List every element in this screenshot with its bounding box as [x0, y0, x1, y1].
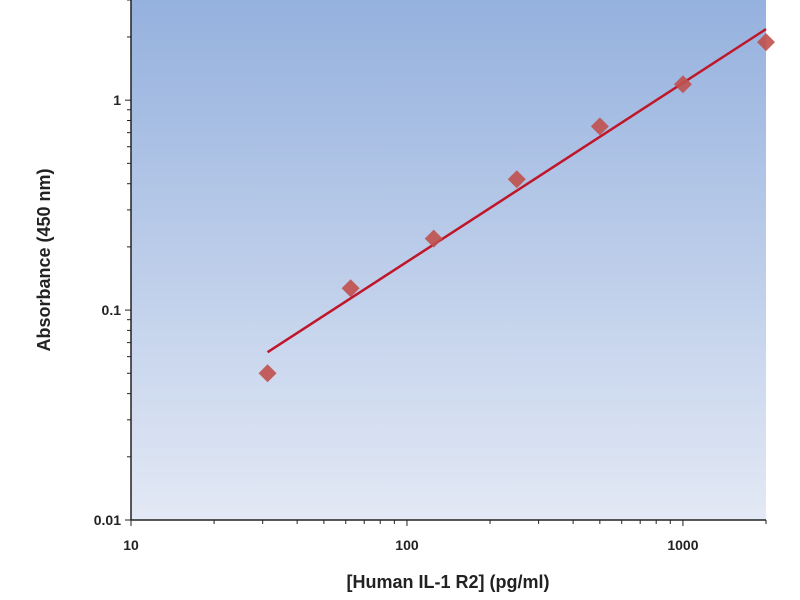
data-point	[424, 229, 443, 248]
plot-area	[131, 0, 766, 520]
data-point	[258, 364, 277, 383]
y-axis-label: Absorbance (450 nm)	[34, 168, 54, 351]
x-axis-label: [Human IL-1 R2] (pg/ml)	[347, 572, 550, 592]
y-tick-label: 0.1	[102, 302, 122, 318]
x-tick-label: 100	[395, 537, 419, 553]
x-tick-label: 1000	[667, 537, 698, 553]
y-tick-label: 0.01	[94, 512, 121, 528]
data-point	[341, 279, 360, 298]
data-point	[673, 75, 692, 94]
x-tick-label: 10	[123, 537, 139, 553]
data-point	[757, 33, 775, 52]
data-point	[507, 170, 526, 189]
y-tick-label: 1	[113, 92, 121, 108]
data-point	[590, 117, 609, 136]
